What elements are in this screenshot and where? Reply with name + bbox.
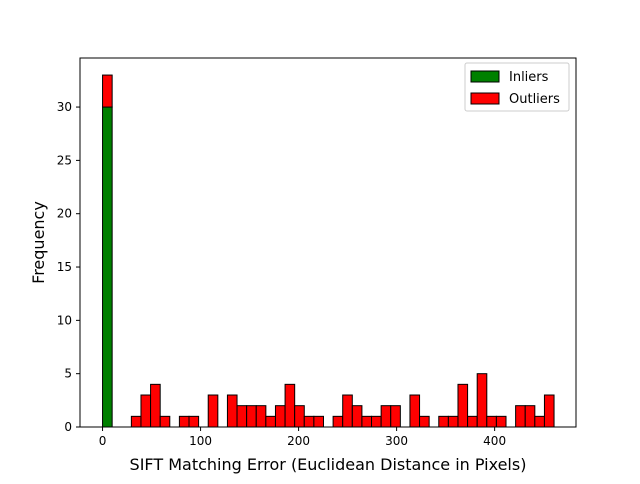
legend-label-outliers: Outliers <box>509 92 560 107</box>
x-tick-label: 0 <box>99 434 107 448</box>
y-tick-label: 30 <box>57 100 72 114</box>
y-tick-label: 0 <box>64 420 72 434</box>
y-tick-label: 20 <box>57 207 72 221</box>
bar-outliers-40 <box>486 415 497 428</box>
bar-outliers-19 <box>284 383 296 428</box>
x-axis-label: SIFT Matching Error (Euclidean Distance … <box>130 455 527 474</box>
bar-outliers-46 <box>543 394 555 428</box>
bar-outliers-6 <box>159 415 171 428</box>
bar-inliers-0 <box>102 106 113 428</box>
bar-outliers-29 <box>380 405 392 428</box>
bar-outliers-43 <box>515 405 526 428</box>
bar-outliers-9 <box>188 415 200 428</box>
bar-outliers-24 <box>332 415 344 428</box>
y-axis-ticks: 0 5 10 15 20 25 30 <box>57 100 80 434</box>
y-tick-label: 15 <box>57 260 72 274</box>
bar-outliers-14 <box>236 405 248 428</box>
bar-outliers-25 <box>342 394 353 428</box>
bar-outliers-16 <box>255 405 267 428</box>
bar-outliers-45 <box>534 415 545 428</box>
bar-outliers-5 <box>150 383 161 428</box>
legend-swatch-outliers <box>470 92 500 105</box>
x-tick-label: 100 <box>189 434 212 448</box>
bar-outliers-35 <box>438 415 449 428</box>
bar-outliers-13 <box>226 394 238 428</box>
y-tick-label: 10 <box>57 313 72 327</box>
bar-outliers-3 <box>130 415 142 428</box>
bar-outliers-30 <box>390 405 401 428</box>
plot-frame <box>79 57 577 428</box>
y-axis-label: Frequency <box>29 201 48 284</box>
legend-label-inliers: Inliers <box>509 70 549 85</box>
x-tick-label: 300 <box>385 434 408 448</box>
bar-outliers-8 <box>178 415 190 428</box>
bar-outliers-36 <box>447 415 459 428</box>
bar-outliers-26 <box>351 405 363 428</box>
bar-outliers-44 <box>524 405 536 428</box>
bar-outliers-37 <box>457 383 469 428</box>
bar-outliers-11 <box>207 394 219 428</box>
bar-outliers-41 <box>495 415 507 428</box>
bar-outliers-20 <box>294 405 305 428</box>
legend-swatch-inliers <box>470 70 500 83</box>
x-tick-label: 200 <box>287 434 310 448</box>
x-axis-ticks: 0 100 200 300 400 <box>99 427 506 448</box>
bar-outliers-4 <box>140 394 152 428</box>
bar-outliers-17 <box>265 415 276 428</box>
x-tick-label: 400 <box>483 434 506 448</box>
bar-outliers-15 <box>246 405 257 428</box>
bar-outliers-0 <box>102 74 113 108</box>
bar-outliers-22 <box>313 415 324 428</box>
bar-outliers-38 <box>467 415 478 428</box>
bar-outliers-33 <box>419 415 430 428</box>
legend: Inliers Outliers <box>464 62 570 112</box>
bar-outliers-21 <box>303 415 315 428</box>
bar-outliers-39 <box>476 373 488 428</box>
bar-outliers-28 <box>371 415 382 428</box>
bar-outliers-27 <box>361 415 373 428</box>
bar-outliers-32 <box>409 394 421 428</box>
bar-outliers-18 <box>274 405 286 428</box>
y-tick-label: 5 <box>64 367 72 381</box>
y-tick-label: 25 <box>57 153 72 167</box>
